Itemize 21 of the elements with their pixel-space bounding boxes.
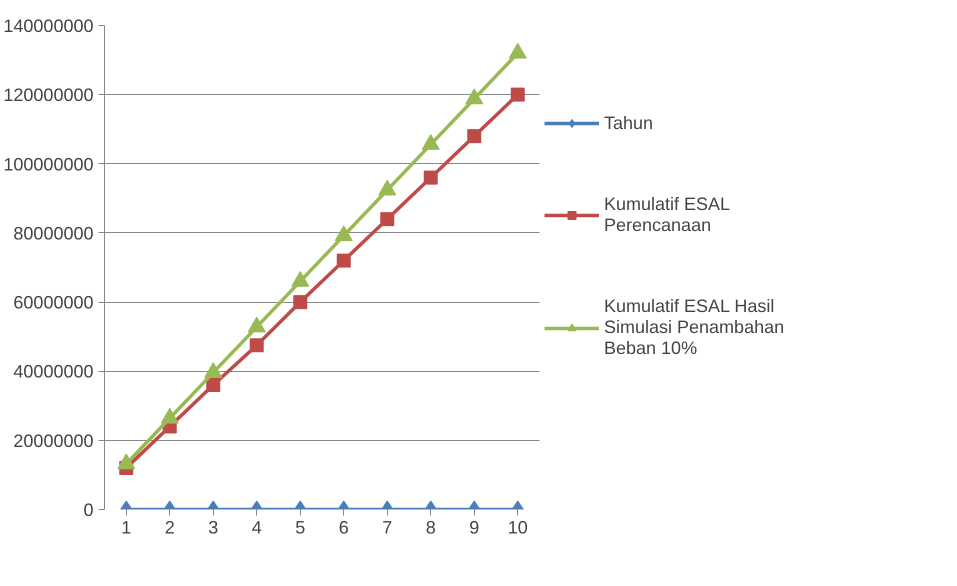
y-tick-label: 80000000	[13, 223, 94, 244]
x-tick-label: 10	[508, 518, 528, 538]
x-tick-label: 5	[295, 518, 306, 538]
x-tick-label: 2	[164, 518, 175, 538]
y-tick-label: 100000000	[3, 154, 94, 174]
legend-label: Kumulatif ESAL Perencanaan	[604, 194, 730, 236]
legend-label: Kumulatif ESAL Hasil Simulasi Penambahan Beban 10%	[604, 296, 784, 359]
legend-label: Tahun	[604, 112, 654, 134]
x-tick-label: 8	[426, 518, 436, 538]
x-tick-label: 9	[469, 518, 480, 538]
y-tick-label: 20000000	[13, 430, 94, 451]
x-tick-label: 7	[382, 518, 392, 538]
y-tick-label: 0	[83, 500, 94, 520]
y-tick-label: 40000000	[13, 362, 94, 382]
y-tick-label: 60000000	[13, 292, 94, 313]
x-tick-label: 6	[338, 518, 349, 538]
y-tick-label: 140000000	[3, 16, 94, 36]
x-tick-label: 3	[208, 518, 218, 538]
x-tick-label: 1	[121, 518, 132, 538]
y-tick-label: 120000000	[3, 85, 94, 106]
x-tick-label: 4	[252, 518, 262, 538]
